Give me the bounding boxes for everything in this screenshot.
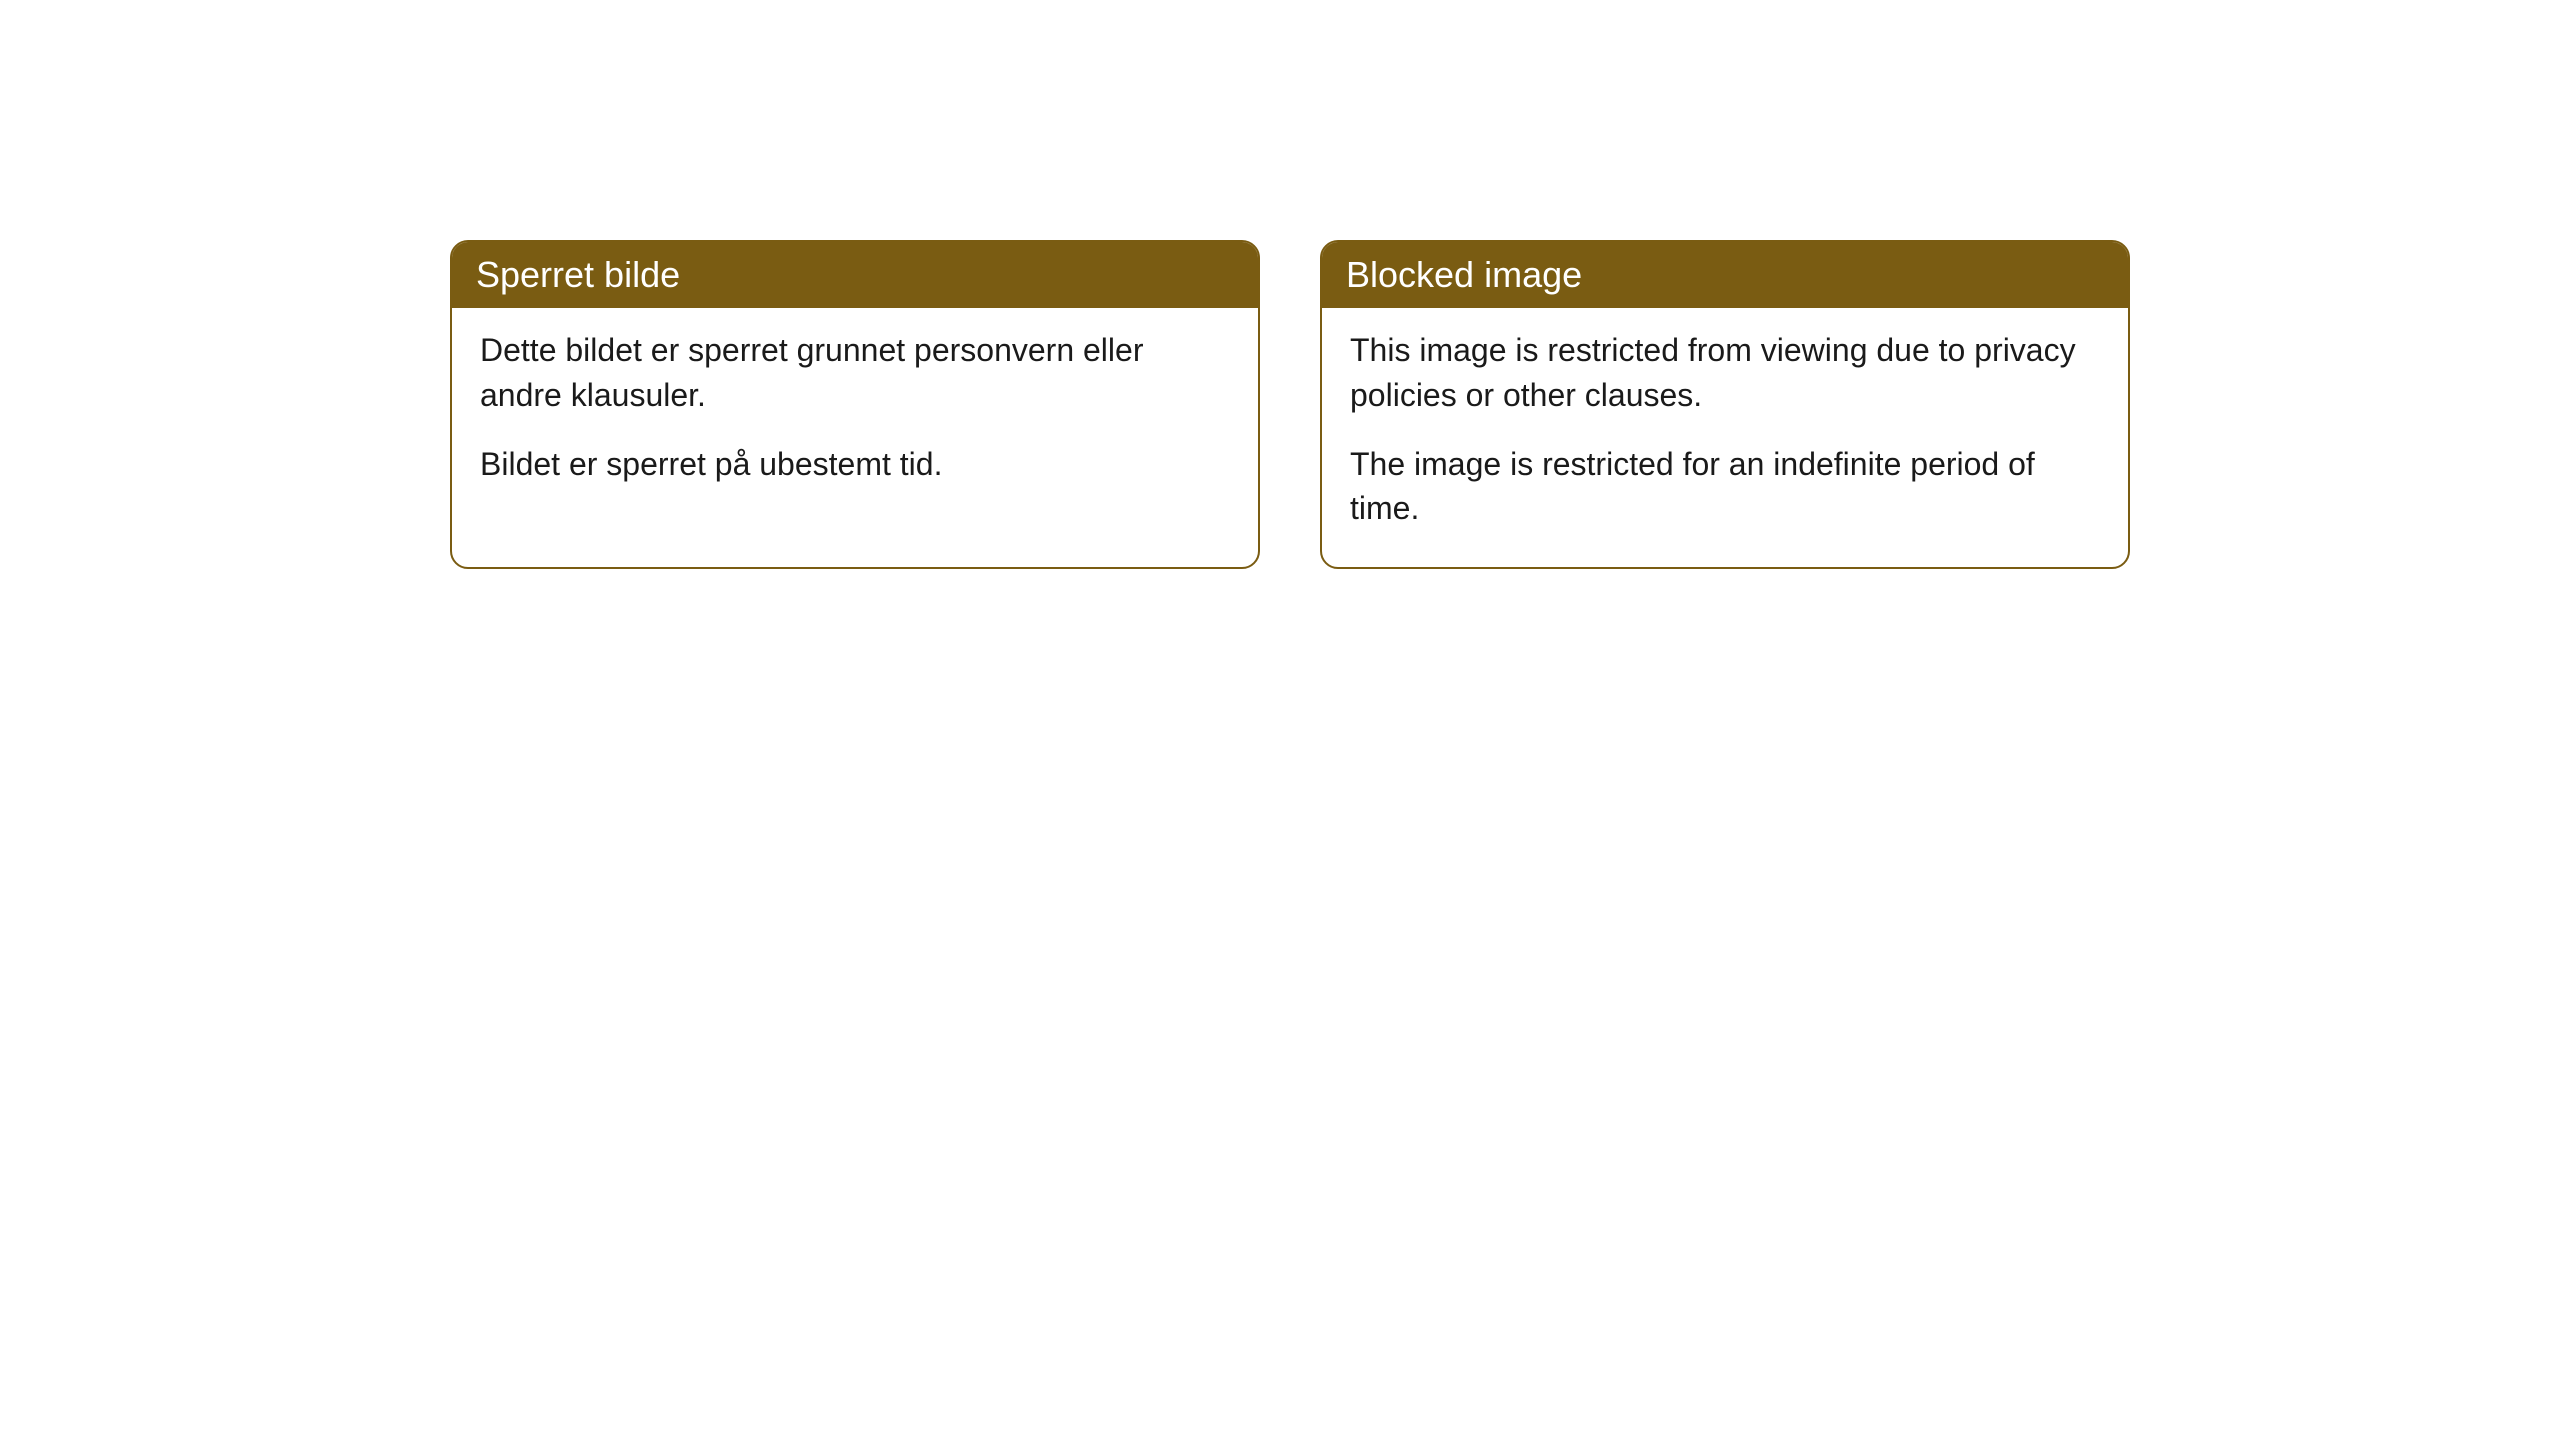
notice-container: Sperret bilde Dette bildet er sperret gr… <box>0 0 2560 569</box>
paragraph-norwegian-1: Dette bildet er sperret grunnet personve… <box>480 328 1230 418</box>
card-body-english: This image is restricted from viewing du… <box>1322 308 2128 567</box>
card-header-norwegian: Sperret bilde <box>452 242 1258 308</box>
notice-card-norwegian: Sperret bilde Dette bildet er sperret gr… <box>450 240 1260 569</box>
paragraph-norwegian-2: Bildet er sperret på ubestemt tid. <box>480 442 1230 487</box>
paragraph-english-1: This image is restricted from viewing du… <box>1350 328 2100 418</box>
card-header-english: Blocked image <box>1322 242 2128 308</box>
notice-card-english: Blocked image This image is restricted f… <box>1320 240 2130 569</box>
paragraph-english-2: The image is restricted for an indefinit… <box>1350 442 2100 532</box>
card-body-norwegian: Dette bildet er sperret grunnet personve… <box>452 308 1258 522</box>
